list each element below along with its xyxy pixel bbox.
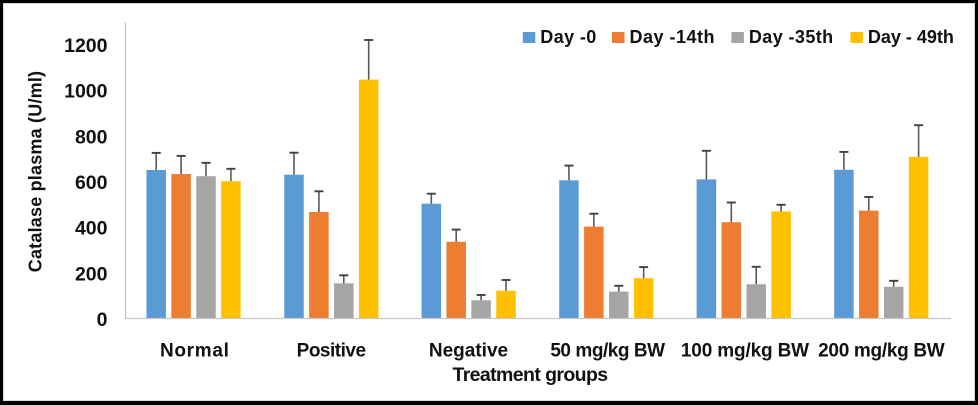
svg-text:Positive: Positive [297,341,366,362]
svg-text:400: 400 [75,218,108,240]
svg-text:600: 600 [75,172,108,194]
svg-text:Negative: Negative [429,341,508,362]
svg-text:800: 800 [75,126,108,148]
svg-text:200: 200 [75,263,108,285]
svg-text:200 mg/kg BW: 200 mg/kg BW [818,341,945,362]
svg-text:Catalase plasma (U/ml): Catalase plasma (U/ml) [26,71,46,272]
svg-text:50 mg/kg BW: 50 mg/kg BW [550,341,665,362]
svg-text:Treatment groups: Treatment groups [452,364,608,386]
svg-text:Normal: Normal [160,341,230,362]
svg-text:100 mg/kg BW: 100 mg/kg BW [681,341,809,362]
svg-text:Day - 49th: Day - 49th [868,27,954,47]
svg-text:0: 0 [97,309,108,331]
svg-text:1200: 1200 [64,35,108,57]
svg-text:Day -0: Day -0 [540,27,596,47]
svg-text:Day -14th: Day -14th [630,27,716,47]
svg-text:1000: 1000 [64,81,108,103]
svg-text:Day -35th: Day -35th [749,27,834,47]
